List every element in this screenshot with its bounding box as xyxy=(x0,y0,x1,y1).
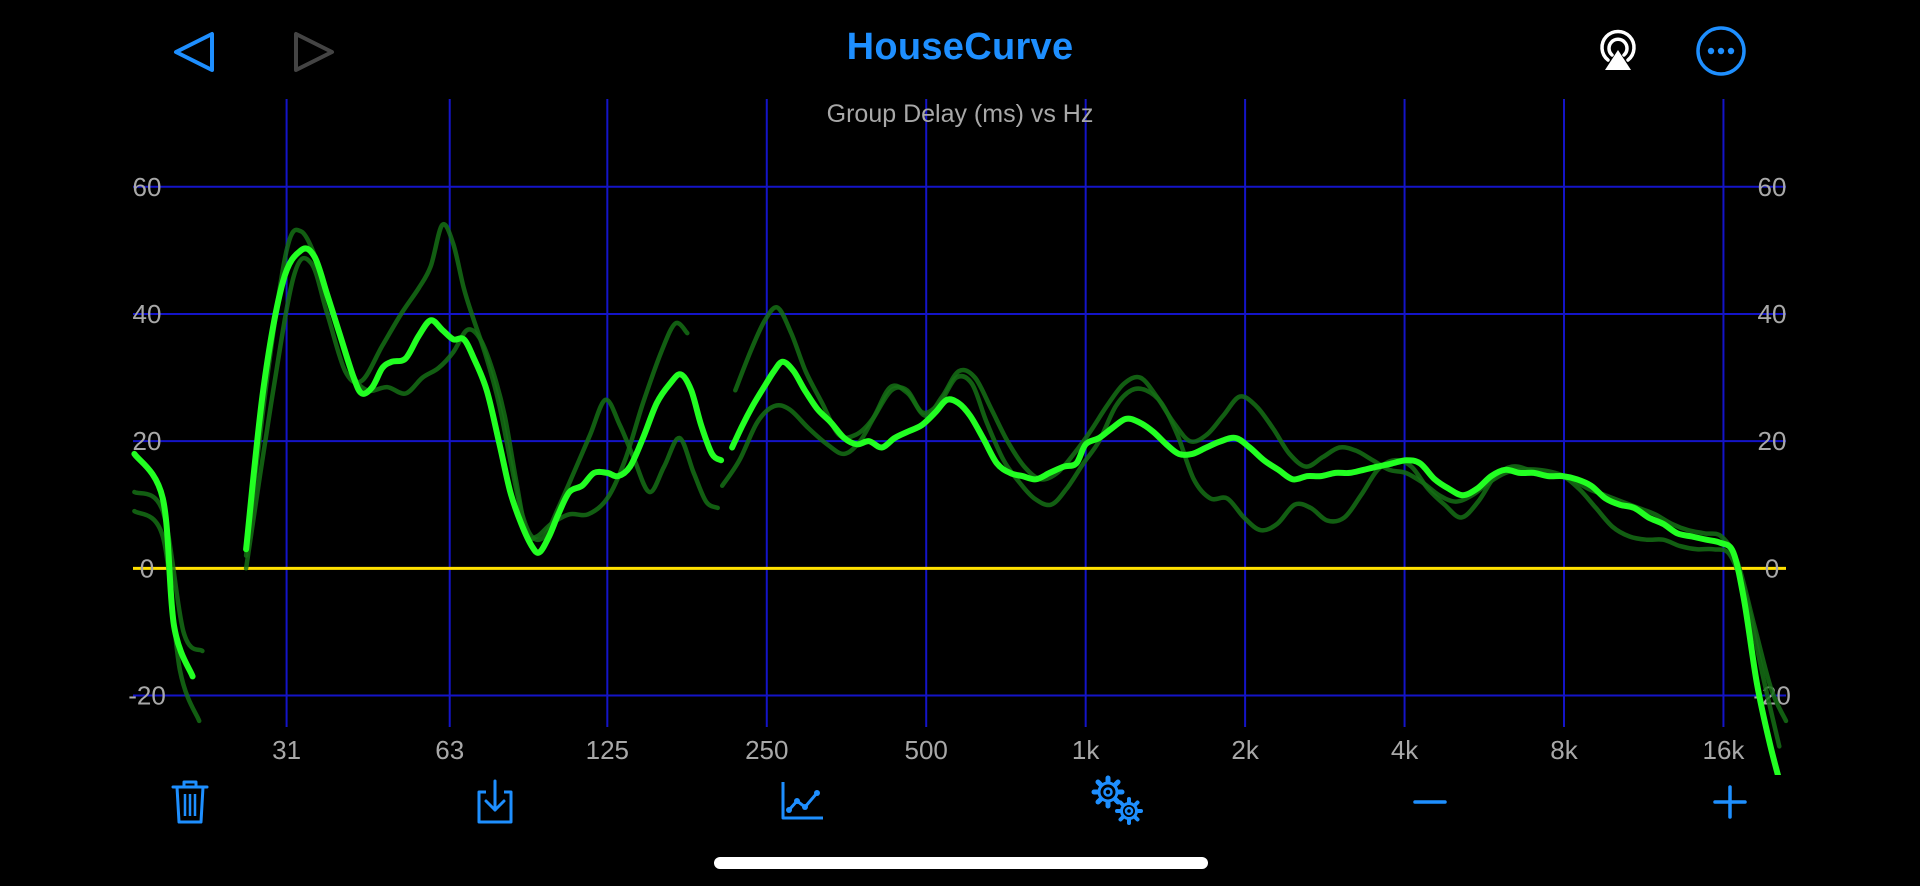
x-tick-label: 250 xyxy=(745,735,788,765)
minus-icon xyxy=(1413,800,1447,804)
y-tick-label-left: 40 xyxy=(133,299,162,329)
x-tick-label: 31 xyxy=(272,735,301,765)
chart-options-button[interactable] xyxy=(776,776,828,826)
faint-curve-segment xyxy=(719,373,1782,749)
x-tick-label: 500 xyxy=(905,735,948,765)
bottom-toolbar xyxy=(0,770,1920,840)
settings-button[interactable] xyxy=(1088,772,1148,832)
y-tick-label-left: -20 xyxy=(128,681,166,711)
y-tick-label-right: 40 xyxy=(1758,299,1787,329)
chart-area[interactable]: 60 60 40 40 20 20 0 0 -20 -20 31 63 125 250 500 1k 2k 4k 8… xyxy=(0,95,1920,775)
triangle-left-icon xyxy=(174,32,214,72)
grid-lines xyxy=(133,99,1786,727)
back-button[interactable] xyxy=(168,28,220,76)
x-tick-label: 4k xyxy=(1391,735,1419,765)
download-icon xyxy=(477,779,513,824)
faint-curve-segment xyxy=(243,221,720,571)
x-tick-label: 63 xyxy=(435,735,464,765)
y-tick-label-left: 20 xyxy=(133,426,162,456)
faint-curve-segment xyxy=(733,305,1789,724)
x-tick-label: 1k xyxy=(1072,735,1100,765)
zoom-out-button[interactable] xyxy=(1404,780,1456,824)
delete-button[interactable] xyxy=(166,776,214,828)
airplay-icon xyxy=(1600,29,1636,70)
app-title: HouseCurve xyxy=(846,26,1074,68)
trash-icon xyxy=(171,780,209,824)
x-tick-label: 8k xyxy=(1550,735,1578,765)
primary-curve-segment xyxy=(729,358,1782,775)
y-tick-label-left: 0 xyxy=(140,553,154,583)
x-tick-label: 2k xyxy=(1231,735,1259,765)
triangle-right-icon xyxy=(294,32,334,72)
chart-title: Group Delay (ms) vs Hz xyxy=(826,100,1094,128)
curves xyxy=(131,221,1789,775)
y-tick-label-right: 0 xyxy=(1765,553,1779,583)
x-tick-label: 16k xyxy=(1702,735,1745,765)
series-faint xyxy=(132,221,1789,724)
gears-icon xyxy=(1091,775,1143,825)
y-tick-label-left: 60 xyxy=(133,172,162,202)
export-button[interactable] xyxy=(470,776,520,828)
more-ellipsis-icon xyxy=(1696,26,1746,76)
primary-curve-segment xyxy=(243,245,725,556)
more-button[interactable] xyxy=(1694,24,1748,78)
airplay-button[interactable] xyxy=(1592,24,1644,76)
home-indicator[interactable] xyxy=(714,857,1208,869)
series-primary xyxy=(131,245,1782,775)
chart-icon xyxy=(781,782,823,820)
primary-curve-segment xyxy=(131,450,196,680)
zoom-in-button[interactable] xyxy=(1704,780,1756,824)
plus-icon xyxy=(1713,785,1747,819)
top-bar: HouseCurve xyxy=(0,0,1920,100)
forward-button[interactable] xyxy=(288,28,340,76)
y-tick-label-right: 60 xyxy=(1758,172,1787,202)
x-tick-label: 125 xyxy=(586,735,629,765)
series-faint xyxy=(132,227,1782,749)
faint-curve-segment xyxy=(132,489,205,654)
y-tick-label-right: 20 xyxy=(1758,426,1787,456)
faint-curve-segment xyxy=(243,227,690,558)
